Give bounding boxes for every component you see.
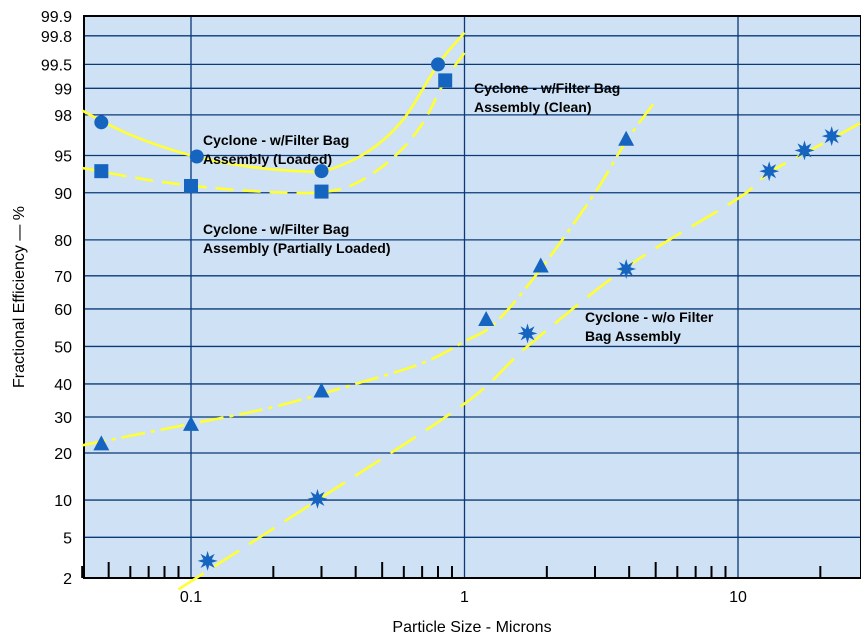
y-tick-label: 98	[54, 108, 72, 125]
triangle-marker	[532, 257, 549, 273]
minor-ticks	[81, 562, 822, 578]
y-tick-label: 99.9	[41, 9, 72, 26]
fit-curve	[81, 100, 657, 447]
y-tick-label: 70	[54, 269, 72, 286]
y-tick-label: 5	[63, 530, 72, 547]
y-tick-label: 20	[54, 446, 72, 463]
y-tick-label: 99.8	[41, 29, 72, 46]
tick-labels: 2 5 10 20 30 40 50 60 70 80 90 95 98 99 99.5 99.8 99.9 0.…	[41, 9, 747, 606]
y-tick-label: 40	[54, 377, 72, 394]
triangle-marker	[313, 382, 330, 398]
series-annotation: Cyclone - w/o Filter Bag Assembly	[585, 309, 714, 344]
square-marker	[184, 178, 198, 193]
y-tick-label: 99.5	[41, 57, 72, 74]
y-tick-label: 30	[54, 410, 72, 427]
circle-marker	[430, 57, 445, 72]
y-tick-label: 99	[54, 81, 72, 98]
plot-frame	[83, 15, 861, 579]
square-marker	[438, 73, 453, 88]
x-tick-label: 0.1	[180, 589, 202, 606]
y-tick-label: 2	[63, 571, 72, 588]
series-annotation: Cyclone - w/Filter Bag Assembly (Partiall…	[203, 221, 391, 256]
circle-marker	[314, 164, 329, 179]
series-annotation: Cyclone - w/Filter Bag Assembly (Clean)	[474, 80, 620, 115]
triangle-marker	[93, 435, 110, 451]
star-marker	[517, 323, 538, 344]
star-marker	[197, 550, 218, 571]
star-marker	[794, 140, 815, 161]
triangle-marker	[618, 130, 635, 146]
x-tick-label: 10	[729, 589, 747, 606]
markers	[93, 57, 842, 571]
fit-curve	[177, 121, 861, 591]
y-axis-title: Fractional Efficiency — %	[11, 206, 28, 388]
fit-curve	[81, 52, 466, 195]
x-axis-title: Particle Size - Microns	[392, 619, 551, 636]
triangle-marker	[478, 311, 495, 327]
circle-marker	[189, 149, 204, 164]
triangle-marker	[183, 415, 199, 431]
y-tick-label: 10	[54, 493, 72, 510]
y-tick-label: 60	[54, 302, 72, 319]
plot-area	[84, 16, 861, 578]
star-marker	[821, 126, 842, 147]
grid	[83, 15, 861, 579]
y-tick-label: 80	[54, 233, 72, 250]
x-tick-label: 1	[460, 589, 469, 606]
series-annotation: Cyclone - w/Filter Bag Assembly (Loaded)	[203, 132, 349, 167]
y-tick-label: 90	[54, 186, 72, 203]
circle-marker	[94, 115, 109, 130]
square-marker	[94, 164, 109, 179]
annotations: Cyclone - w/Filter Bag Assembly (Loaded) C…	[203, 80, 714, 344]
star-marker	[307, 488, 328, 509]
star-marker	[616, 259, 637, 279]
y-tick-label: 50	[54, 339, 72, 356]
star-marker	[759, 161, 780, 182]
square-marker	[314, 184, 329, 199]
y-tick-label: 95	[54, 149, 72, 166]
